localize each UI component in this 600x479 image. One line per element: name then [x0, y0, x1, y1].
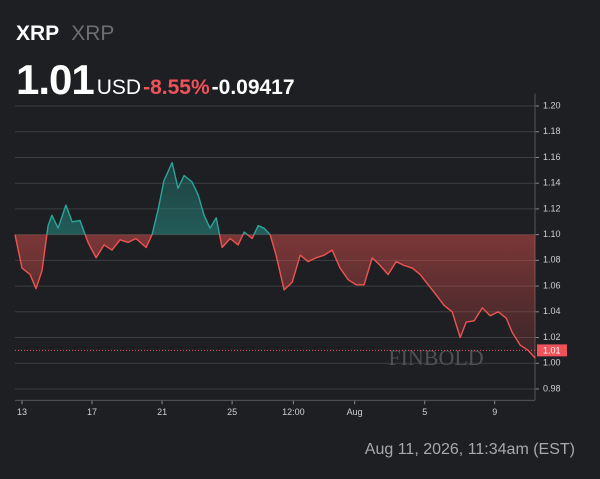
- chart: 0.98 1.00 1.02 1.04 1.06 1.08 1.10 1.12 1.14 1.16…: [14, 93, 567, 417]
- y-tick-label: 1.06: [543, 280, 561, 290]
- x-tick-label: 17: [87, 407, 97, 417]
- y-tick-label: 1.10: [543, 229, 561, 239]
- symbol: XRP: [16, 22, 60, 45]
- y-tick-label: 1.08: [543, 255, 561, 265]
- y-tick-label: 1.12: [543, 203, 561, 213]
- watermark: FINBOLD: [388, 345, 483, 370]
- y-tick-label: 1.16: [543, 152, 561, 162]
- price-line: [14, 161, 536, 359]
- y-tick-label: 1.14: [543, 178, 561, 188]
- x-tick-label: 5: [422, 407, 427, 417]
- price: 1.01: [16, 56, 95, 103]
- area: [15, 162, 536, 359]
- change: -0.09417: [211, 76, 295, 99]
- x-tick-label: 25: [227, 407, 237, 417]
- y-tick-label: 0.98: [543, 383, 561, 393]
- x-tick-label: 12:00: [282, 407, 305, 417]
- x-tick-label: 9: [492, 407, 497, 417]
- x-tick-label: 21: [157, 407, 167, 417]
- timestamp: Aug 11, 2026, 11:34am (EST): [364, 441, 575, 458]
- y-tick-label: 1.18: [543, 126, 561, 136]
- y-tick-label: 1.04: [543, 306, 561, 316]
- currency: USD: [96, 76, 142, 99]
- price-marker-box: [537, 344, 567, 357]
- asset-name: XRP: [71, 22, 115, 45]
- change-percent: -8.55%: [143, 76, 210, 99]
- x-tick-label: 13: [17, 407, 27, 417]
- y-tick-label: 1.02: [543, 332, 561, 342]
- y-tick-label: 1.20: [543, 100, 561, 110]
- title-row: XRP XRP: [16, 22, 114, 46]
- x-tick-label: Aug: [347, 407, 363, 417]
- y-tick-label: 1.00: [543, 358, 561, 368]
- price-row: 1.01 USD -8.55% -0.09417: [16, 56, 295, 104]
- price-marker-label: 1.01: [543, 345, 561, 355]
